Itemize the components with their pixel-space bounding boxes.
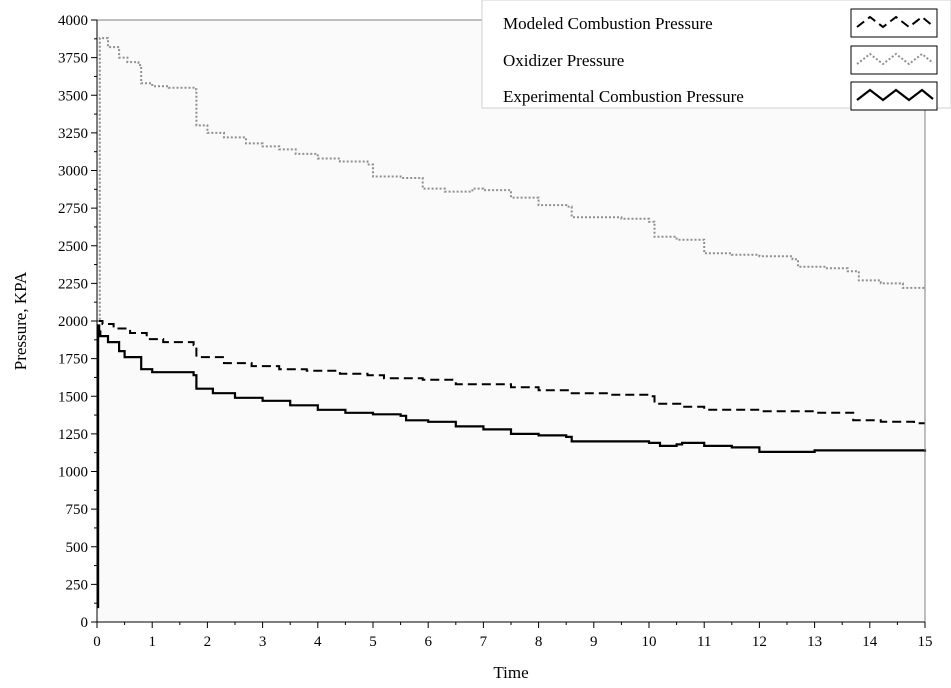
series-oxidizer-pressure-line	[97, 37, 926, 322]
y-tick-label: 750	[66, 502, 89, 518]
y-tick-label: 1500	[58, 389, 88, 405]
y-tick-label: 1000	[58, 465, 88, 481]
x-tick-label: 14	[862, 634, 878, 650]
x-tick-label: 15	[918, 634, 933, 650]
legend-swatch-line	[856, 52, 934, 66]
legend-swatch-box	[850, 45, 938, 75]
y-tick-label: 1750	[58, 352, 88, 368]
x-tick-label: 12	[752, 634, 767, 650]
y-tick-label: 4000	[58, 13, 88, 29]
x-tick-label: 8	[535, 634, 543, 650]
y-tick-label: 2250	[58, 276, 88, 292]
y-tick-label: 2000	[58, 314, 88, 330]
y-tick-label: 250	[66, 577, 89, 593]
x-tick-label: 10	[642, 634, 657, 650]
legend: Modeled Combustion Pressure Oxidizer Pres…	[481, 0, 951, 111]
data-layer	[97, 37, 927, 609]
legend-swatch-box	[850, 81, 938, 111]
legend-label: Oxidizer Pressure	[503, 51, 624, 70]
x-tick-label: 13	[807, 634, 822, 650]
series-experimental-combustion-pressure-line	[97, 324, 927, 609]
plot-area	[97, 20, 925, 622]
x-tick-label: 3	[259, 634, 267, 650]
y-tick-label: 3500	[58, 88, 88, 104]
legend-swatch-line	[856, 88, 934, 102]
y-tick-label: 3250	[58, 126, 88, 142]
x-tick-label: 6	[424, 634, 432, 650]
y-tick-label: 3750	[58, 51, 88, 67]
y-tick-label: 500	[66, 540, 89, 556]
x-tick-label: 7	[480, 634, 488, 650]
y-tick-label: 3000	[58, 164, 88, 180]
x-tick-label: 11	[697, 634, 711, 650]
axes-layer: 0250500750100012501500175020002250250027…	[58, 13, 933, 650]
x-tick-label: 0	[93, 634, 101, 650]
y-tick-label: 1250	[58, 427, 88, 443]
legend-label: Modeled Combustion Pressure	[503, 14, 713, 33]
x-axis-title: Time	[493, 663, 528, 682]
x-tick-label: 1	[148, 634, 156, 650]
x-tick-label: 5	[369, 634, 377, 650]
legend-label: Experimental Combustion Pressure	[503, 87, 744, 106]
x-tick-label: 4	[314, 634, 322, 650]
legend-swatch-box	[850, 8, 938, 38]
y-axis-title: Pressure, KPA	[11, 271, 30, 370]
y-tick-label: 2500	[58, 239, 88, 255]
x-tick-label: 9	[590, 634, 598, 650]
y-tick-label: 0	[81, 615, 89, 631]
legend-swatch-line	[856, 15, 934, 29]
y-tick-label: 2750	[58, 201, 88, 217]
x-tick-label: 2	[204, 634, 212, 650]
